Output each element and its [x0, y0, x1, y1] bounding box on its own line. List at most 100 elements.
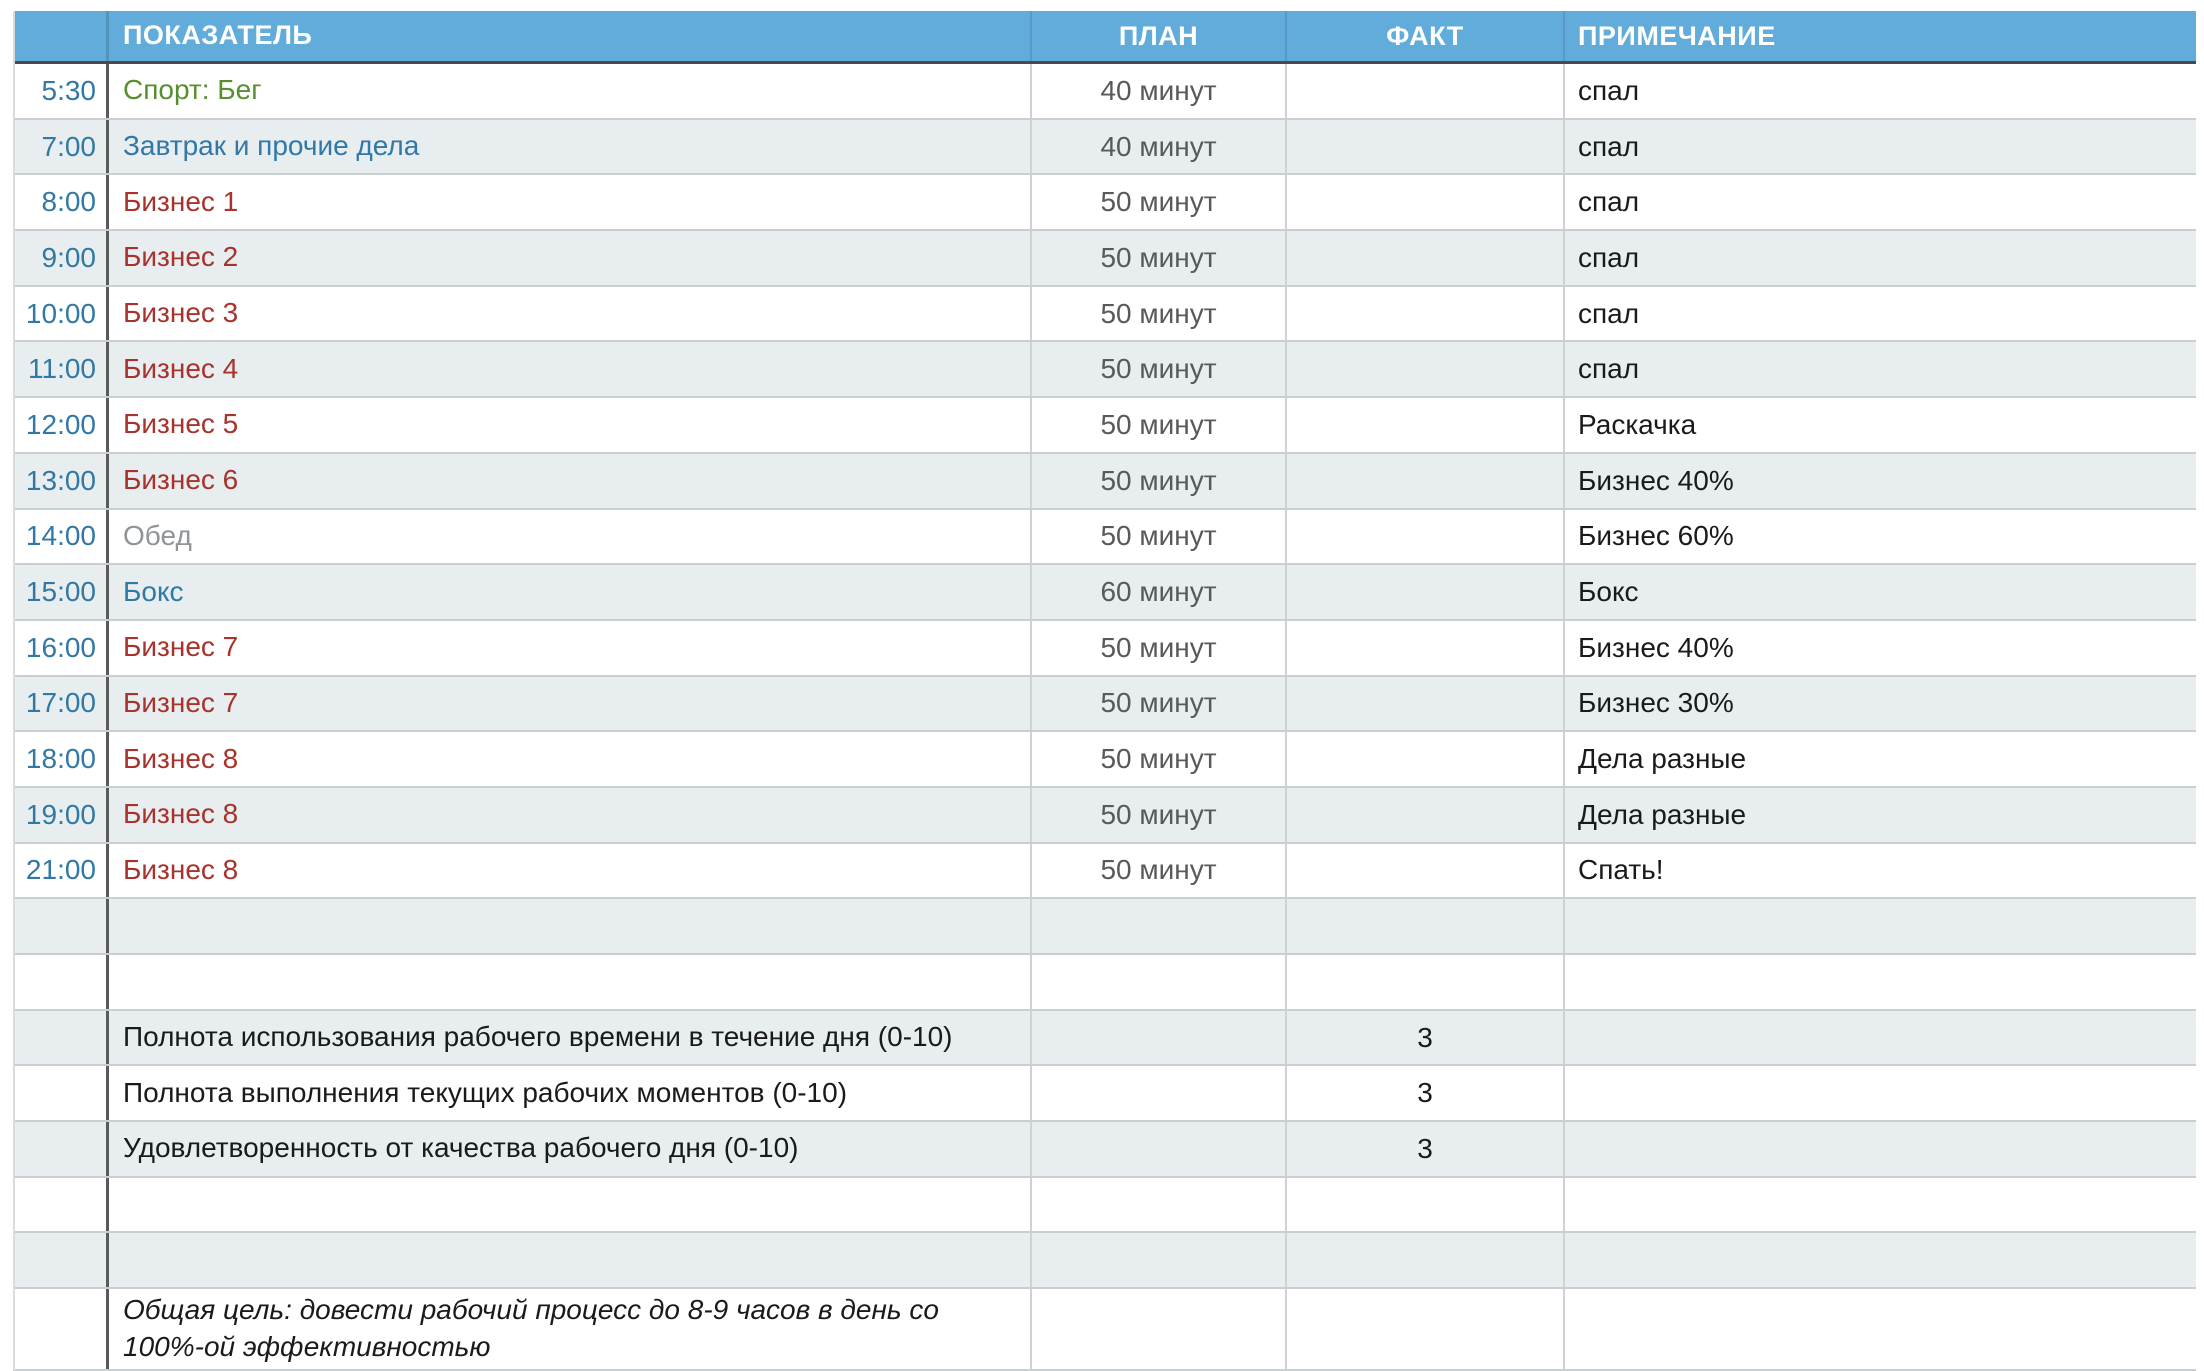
indicator-cell[interactable]: Бизнес 7	[106, 676, 1030, 731]
indicator-cell[interactable]: Общая цель: довести рабочий процесс до 8…	[106, 1289, 1030, 1370]
fact-cell[interactable]	[1285, 453, 1563, 508]
fact-cell[interactable]	[1285, 732, 1563, 786]
plan-cell[interactable]: 40 минут	[1030, 64, 1285, 118]
time-cell[interactable]: 15:00	[25, 576, 96, 608]
time-cell[interactable]	[15, 1178, 106, 1232]
time-cell[interactable]: 9:00	[41, 241, 97, 273]
indicator-cell[interactable]: Бизнес 8	[106, 732, 1030, 786]
fact-cell[interactable]	[1285, 565, 1563, 619]
plan-cell[interactable]: 60 минут	[1030, 565, 1285, 619]
indicator-cell[interactable]	[106, 955, 1030, 1009]
note-cell[interactable]	[1563, 1010, 2196, 1065]
indicator-cell[interactable]: Бизнес 8	[106, 843, 1030, 898]
plan-cell[interactable]: 50 минут	[1030, 732, 1285, 786]
time-cell[interactable]	[15, 955, 106, 1009]
note-cell[interactable]	[1563, 1066, 2196, 1121]
fact-cell[interactable]	[1285, 1233, 1563, 1288]
header-indicator-cell[interactable]: ПОКАЗАТЕЛЬ	[106, 11, 1030, 61]
note-cell[interactable]	[1563, 1289, 2196, 1370]
header-time-cell[interactable]	[15, 11, 106, 61]
fact-cell[interactable]	[1285, 1289, 1563, 1370]
plan-cell[interactable]: 50 минут	[1030, 342, 1285, 397]
time-cell[interactable]: 19:00	[25, 798, 96, 830]
plan-cell[interactable]: 50 минут	[1030, 286, 1285, 341]
indicator-cell[interactable]: Бизнес 7	[106, 620, 1030, 675]
indicator-cell[interactable]: Бизнес 2	[106, 231, 1030, 285]
note-cell[interactable]: спал	[1563, 175, 2196, 230]
time-cell[interactable]	[15, 1122, 106, 1176]
plan-cell[interactable]: 50 минут	[1030, 787, 1285, 842]
note-cell[interactable]: спал	[1563, 231, 2196, 285]
header-fact-cell[interactable]: ФАКТ	[1285, 11, 1563, 61]
indicator-cell[interactable]: Бизнес 5	[106, 398, 1030, 452]
indicator-cell[interactable]: Завтрак и прочие дела	[106, 119, 1030, 174]
fact-cell[interactable]	[1285, 899, 1563, 953]
fact-cell[interactable]	[1285, 955, 1563, 1009]
fact-cell[interactable]	[1285, 175, 1563, 230]
indicator-cell[interactable]: Бизнес 4	[106, 342, 1030, 397]
note-cell[interactable]	[1563, 955, 2196, 1009]
note-cell[interactable]	[1563, 1233, 2196, 1288]
fact-cell[interactable]	[1285, 64, 1563, 118]
plan-cell[interactable]: 50 минут	[1030, 175, 1285, 230]
plan-cell[interactable]: 50 минут	[1030, 398, 1285, 452]
time-cell[interactable]: 8:00	[41, 186, 97, 218]
time-cell[interactable]	[15, 899, 106, 953]
note-cell[interactable]: Бизнес 40%	[1563, 620, 2196, 675]
note-cell[interactable]: спал	[1563, 342, 2196, 397]
indicator-cell[interactable]	[106, 1177, 1030, 1232]
plan-cell[interactable]: 50 минут	[1030, 676, 1285, 731]
time-cell[interactable]: 13:00	[25, 464, 96, 496]
time-cell[interactable]: 16:00	[25, 631, 96, 663]
plan-cell[interactable]: 50 минут	[1030, 509, 1285, 564]
time-cell[interactable]	[15, 1066, 106, 1120]
note-cell[interactable]: Бизнес 30%	[1563, 676, 2196, 731]
fact-cell[interactable]	[1285, 286, 1563, 341]
fact-cell[interactable]	[1285, 787, 1563, 842]
time-cell[interactable]: 11:00	[28, 353, 96, 385]
plan-cell[interactable]: 40 минут	[1030, 119, 1285, 174]
plan-cell[interactable]: 50 минут	[1030, 453, 1285, 508]
indicator-cell[interactable]: Полнота использования рабочего времени в…	[106, 1010, 1030, 1065]
time-cell[interactable]: 17:00	[25, 687, 96, 719]
indicator-cell[interactable]	[106, 899, 1030, 953]
plan-cell[interactable]	[1030, 1122, 1285, 1176]
note-cell[interactable]	[1563, 1177, 2196, 1232]
time-cell[interactable]: 14:00	[25, 520, 96, 552]
plan-cell[interactable]	[1030, 899, 1285, 953]
plan-cell[interactable]: 50 минут	[1030, 843, 1285, 898]
header-plan-cell[interactable]: ПЛАН	[1030, 11, 1285, 61]
note-cell[interactable]: Спать!	[1563, 843, 2196, 898]
plan-cell[interactable]	[1030, 1177, 1285, 1232]
plan-cell[interactable]	[1030, 955, 1285, 1009]
indicator-cell[interactable]: Бизнес 6	[106, 453, 1030, 508]
time-cell[interactable]	[15, 1011, 106, 1065]
time-cell[interactable]	[15, 1289, 106, 1369]
indicator-cell[interactable]: Удовлетворенность от качества рабочего д…	[106, 1122, 1030, 1176]
indicator-cell[interactable]: Полнота выполнения текущих рабочих момен…	[106, 1066, 1030, 1121]
indicator-cell[interactable]: Бизнес 3	[106, 286, 1030, 341]
plan-cell[interactable]	[1030, 1233, 1285, 1288]
time-cell[interactable]	[15, 1233, 106, 1287]
plan-cell[interactable]	[1030, 1010, 1285, 1065]
note-cell[interactable]: Дела разные	[1563, 787, 2196, 842]
indicator-cell[interactable]	[106, 1233, 1030, 1288]
fact-cell[interactable]: 3	[1285, 1122, 1563, 1176]
fact-cell[interactable]	[1285, 398, 1563, 452]
time-cell[interactable]: 10:00	[25, 297, 96, 329]
note-cell[interactable]: спал	[1563, 119, 2196, 174]
fact-cell[interactable]	[1285, 119, 1563, 174]
note-cell[interactable]: спал	[1563, 64, 2196, 118]
note-cell[interactable]: Бокс	[1563, 565, 2196, 619]
note-cell[interactable]: Раскачка	[1563, 398, 2196, 452]
note-cell[interactable]: Бизнес 40%	[1563, 453, 2196, 508]
note-cell[interactable]: Бизнес 60%	[1563, 509, 2196, 564]
fact-cell[interactable]	[1285, 231, 1563, 285]
fact-cell[interactable]	[1285, 342, 1563, 397]
header-note-cell[interactable]: ПРИМЕЧАНИЕ	[1563, 11, 2196, 61]
plan-cell[interactable]	[1030, 1066, 1285, 1121]
fact-cell[interactable]	[1285, 620, 1563, 675]
time-cell[interactable]: 12:00	[25, 408, 96, 440]
indicator-cell[interactable]: Спорт: Бег	[106, 64, 1030, 118]
indicator-cell[interactable]: Бокс	[106, 565, 1030, 619]
